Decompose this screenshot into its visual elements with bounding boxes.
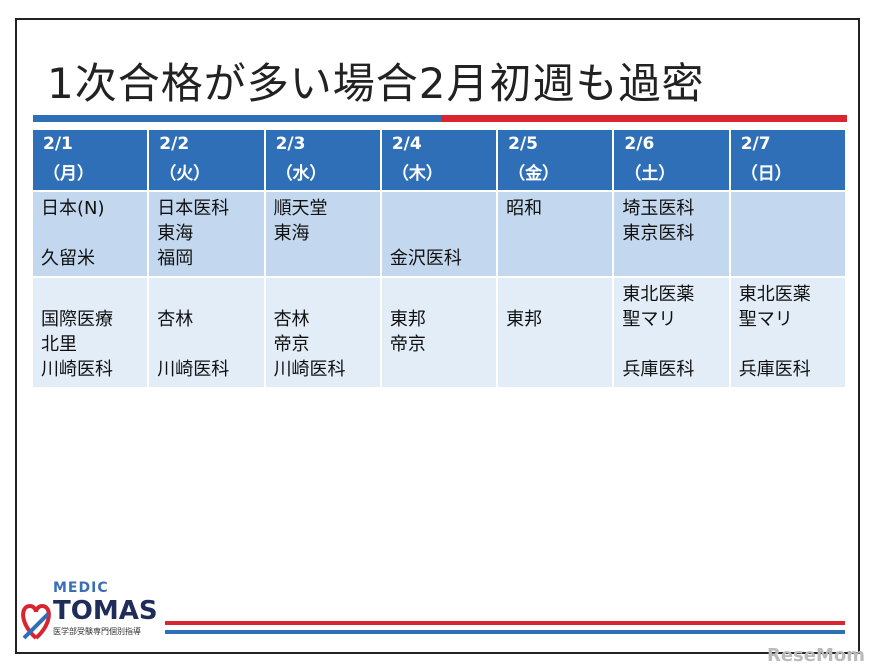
school-name: 金沢医科 <box>389 248 462 269</box>
schedule-table: 2/1 （月） 2/2 （火） 2/3 （水） 2/4 （木） 2/5 （金） 2/6 （土） 2/7 （… <box>33 130 847 387</box>
school-name: 福岡 <box>157 248 194 269</box>
school-name: 国際医療 <box>41 309 113 330</box>
column-header: 2/1 （月） <box>33 130 150 192</box>
table-cell: 杏林 帝京 川崎医科 <box>265 276 382 387</box>
school-name: 順天堂 <box>273 198 328 219</box>
table-cell: 東北医薬聖マリ兵庫医科 <box>730 276 847 387</box>
school-name: 杏林 <box>273 309 310 330</box>
school-name: 兵庫医科 <box>622 359 695 380</box>
blank-line <box>622 332 720 357</box>
school-name: 東海 <box>273 223 310 244</box>
table-cell: 日本医科 東海 福岡 <box>149 192 266 276</box>
logo-top: MEDIC <box>53 580 109 596</box>
school-name: 川崎医科 <box>157 359 230 380</box>
footer-rule-blue <box>165 630 845 634</box>
column-header: 2/4 （木） <box>381 130 499 192</box>
table-cell: 東邦 <box>498 276 615 387</box>
date: 2/7 <box>740 134 771 154</box>
blank-line <box>390 196 488 221</box>
weekday: （金） <box>508 164 560 184</box>
school-name: 東邦 <box>506 309 543 330</box>
column-header: 2/3 （水） <box>265 130 382 192</box>
weekday: （水） <box>275 164 327 184</box>
column-header: 2/2 （火） <box>149 130 266 192</box>
blank-line <box>390 221 488 246</box>
school-name: 川崎医科 <box>41 359 113 380</box>
school-name: 川崎医科 <box>273 359 346 380</box>
school-name: 東海 <box>157 223 194 244</box>
table-cell: 埼玉医科 東京医科 <box>614 192 731 276</box>
slide-title: 1次合格が多い場合2月初週も過密 <box>47 59 705 108</box>
school-name: 杏林 <box>157 309 194 330</box>
weekday: （木） <box>391 164 443 184</box>
school-name: 久留米 <box>41 248 95 269</box>
blank-line <box>41 282 139 307</box>
table-cell <box>730 192 847 276</box>
school-name: 日本(N) <box>41 198 105 219</box>
title-rule-blue <box>33 115 441 122</box>
table-cell: 日本(N) 久留米 <box>33 192 150 276</box>
school-name: 帝京 <box>273 334 310 355</box>
school-name: 帝京 <box>389 334 426 355</box>
weekday: （日） <box>740 164 792 184</box>
table-cell: 順天堂 東海 <box>265 192 382 276</box>
table-cell: 杏林 川崎医科 <box>149 276 266 387</box>
blank-line <box>739 332 837 357</box>
blank-line <box>390 282 488 307</box>
school-name: 聖マリ <box>622 309 677 330</box>
school-name: 東京医科 <box>622 223 695 244</box>
logo-mark <box>21 603 51 640</box>
blank-line <box>157 282 255 307</box>
blank-line <box>506 282 604 307</box>
table-cell: 東北医薬聖マリ兵庫医科 <box>614 276 731 387</box>
footer-rule-red <box>165 621 845 625</box>
school-name: 東邦 <box>389 309 426 330</box>
school-name: 兵庫医科 <box>738 359 811 380</box>
date: 2/5 <box>508 134 539 154</box>
blank-line <box>41 221 139 246</box>
school-name: 埼玉医科 <box>622 198 695 219</box>
table-cell: 国際医療北里川崎医科 <box>33 276 150 387</box>
column-header: 2/5 （金） <box>498 130 615 192</box>
slide: 1次合格が多い場合2月初週も過密 2/1 （月） 2/2 （火） 2/3 （水） 2/4 （木… <box>15 18 860 654</box>
date: 2/6 <box>624 134 655 154</box>
table-cell: 昭和 <box>498 192 615 276</box>
school-name: 東北医薬 <box>738 284 811 305</box>
blank-line <box>274 282 372 307</box>
school-name: 日本医科 <box>157 198 230 219</box>
blank-line <box>157 332 255 357</box>
date: 2/4 <box>391 134 422 154</box>
school-name: 昭和 <box>506 198 543 219</box>
school-name: 東北医薬 <box>622 284 695 305</box>
column-header: 2/7 （日） <box>730 130 847 192</box>
watermark: ReseMom <box>766 645 865 666</box>
date: 2/3 <box>275 134 306 154</box>
date: 2/1 <box>43 134 73 154</box>
school-name: 聖マリ <box>738 309 793 330</box>
table-cell: 金沢医科 <box>381 192 499 276</box>
weekday: （火） <box>159 164 211 184</box>
school-name: 北里 <box>41 334 77 355</box>
table-cell: 東邦 帝京 <box>381 276 499 387</box>
weekday: （土） <box>624 164 676 184</box>
logo-name: TOMAS <box>53 596 158 626</box>
title-rule-red <box>441 115 847 122</box>
date: 2/2 <box>159 134 190 154</box>
logo-tagline: 医学部受験専門個別指導 <box>53 627 141 636</box>
column-header: 2/6 （土） <box>614 130 731 192</box>
weekday: （月） <box>43 164 94 184</box>
